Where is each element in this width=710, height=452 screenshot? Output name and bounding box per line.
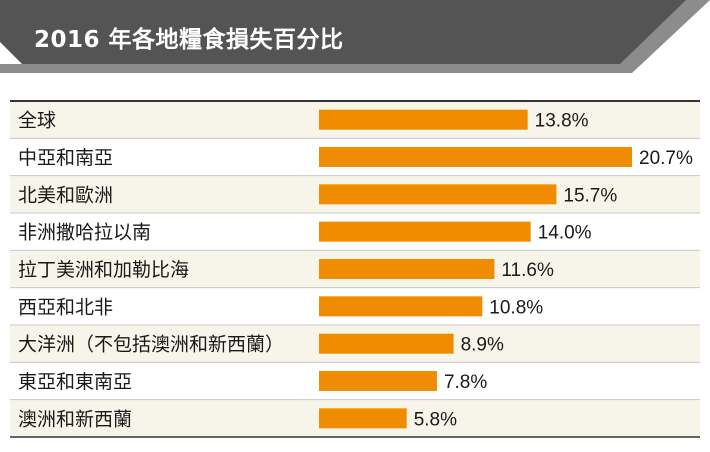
bar bbox=[319, 333, 454, 354]
bar bbox=[319, 221, 531, 242]
bar bbox=[319, 109, 528, 130]
value-label: 5.8% bbox=[414, 409, 457, 430]
row-backgrounds bbox=[10, 101, 700, 437]
bar bbox=[319, 371, 437, 391]
category-label: 全球 bbox=[18, 110, 56, 132]
value-label: 20.7% bbox=[639, 148, 693, 169]
chart-frame bbox=[10, 100, 700, 438]
value-label: 15.7% bbox=[563, 185, 617, 206]
category-labels: 全球中亞和南亞北美和歐洲非洲撒哈拉以南拉丁美洲和加勒比海西亞和北非大洋洲（不包括… bbox=[18, 110, 284, 431]
value-labels: 13.8% 20.7% 15.7% 14.0% 11.6% 10.8% 8.9% 7.8% 5.… bbox=[414, 111, 693, 431]
bar bbox=[319, 147, 632, 167]
bar bbox=[319, 296, 483, 317]
value-label: 10.8% bbox=[489, 297, 543, 318]
bars bbox=[319, 109, 632, 429]
category-label: 拉丁美洲和加勒比海 bbox=[18, 259, 189, 281]
value-label: 13.8% bbox=[535, 111, 589, 132]
bar bbox=[319, 408, 407, 429]
category-label: 非洲撒哈拉以南 bbox=[18, 222, 151, 244]
chart-title: 2016 年各地糧食損失百分比 bbox=[34, 27, 344, 53]
category-label: 東亞和東南亞 bbox=[18, 371, 132, 393]
value-label: 8.9% bbox=[461, 335, 504, 356]
value-label: 11.6% bbox=[501, 260, 554, 281]
category-label: 大洋洲（不包括澳洲和新西蘭） bbox=[18, 334, 284, 356]
bar bbox=[319, 184, 557, 205]
category-label: 北美和歐洲 bbox=[18, 184, 113, 206]
category-label: 西亞和北非 bbox=[18, 296, 113, 318]
category-label: 澳洲和新西蘭 bbox=[18, 408, 132, 430]
title-banner bbox=[0, 0, 710, 73]
banner-main-shape bbox=[0, 0, 686, 64]
banner-left-notch bbox=[0, 42, 22, 64]
category-label: 中亞和南亞 bbox=[18, 147, 113, 169]
bar bbox=[319, 259, 495, 279]
value-label: 14.0% bbox=[538, 223, 592, 244]
value-label: 7.8% bbox=[444, 372, 487, 393]
